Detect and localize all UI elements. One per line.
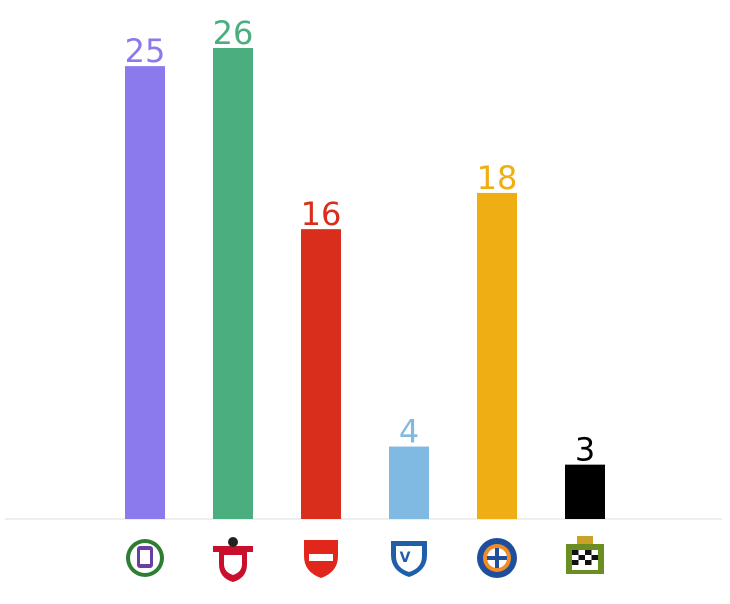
value-label: 18 — [477, 159, 518, 197]
svg-text:V: V — [400, 550, 411, 566]
value-label: 4 — [399, 413, 419, 451]
logo — [126, 539, 164, 577]
bar — [125, 66, 165, 519]
bar — [213, 48, 253, 519]
logo: V — [391, 541, 427, 577]
bar — [565, 464, 605, 519]
club-logos: V — [126, 536, 604, 582]
logo — [477, 538, 517, 578]
value-label: 16 — [301, 195, 342, 233]
value-label: 26 — [213, 14, 254, 52]
logo — [213, 537, 253, 582]
bar — [477, 192, 517, 519]
bar — [301, 229, 341, 519]
value-label: 25 — [125, 32, 166, 70]
value-label: 3 — [575, 431, 595, 469]
logo — [304, 540, 338, 578]
logo — [566, 536, 604, 574]
bar — [389, 446, 429, 519]
